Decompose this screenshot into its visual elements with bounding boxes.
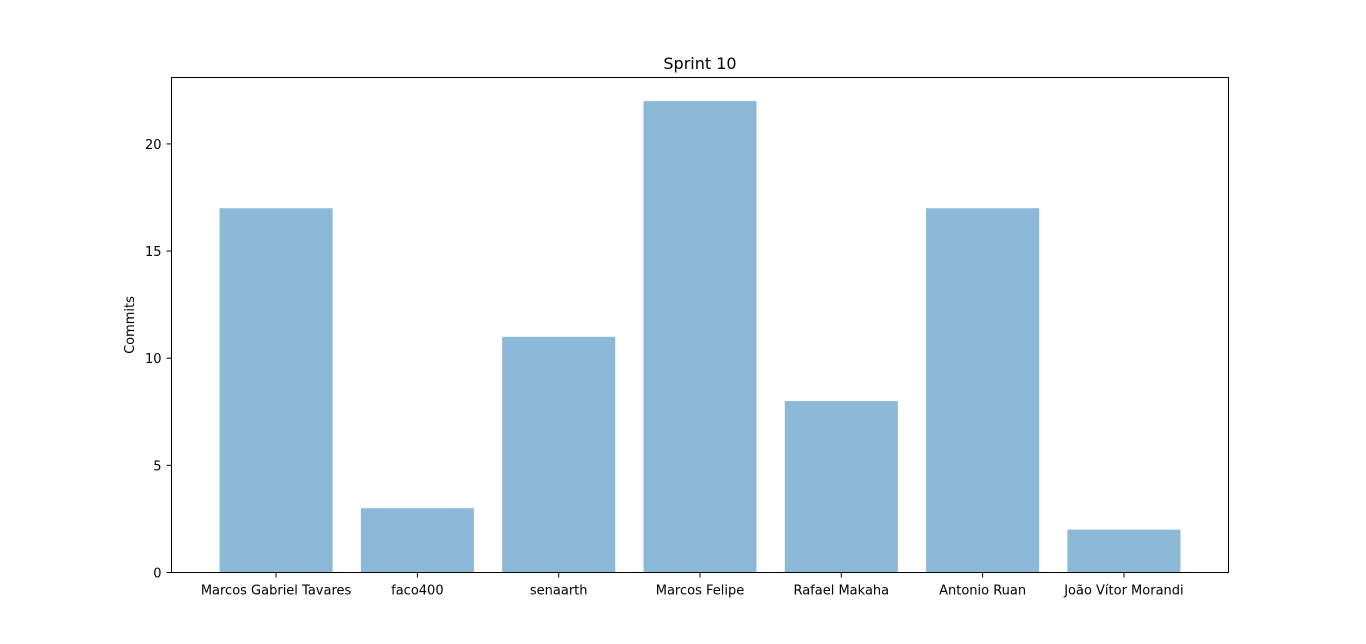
x-tick-label: Rafael Makaha	[793, 584, 889, 599]
y-axis: 0 5 10 15 20	[145, 138, 172, 582]
y-axis-label: Commits	[123, 296, 138, 354]
x-tick-label: Antonio Ruan	[939, 584, 1026, 599]
x-tick-label: faco400	[391, 584, 443, 599]
y-tick-label: 10	[145, 352, 162, 367]
y-tick-label: 5	[153, 459, 161, 474]
bar-3	[643, 101, 757, 573]
bar-5	[926, 208, 1040, 573]
y-tick-label: 15	[145, 245, 162, 260]
bar-4	[784, 401, 898, 573]
bars-group	[219, 101, 1181, 573]
x-tick-label: Marcos Gabriel Tavares	[201, 584, 352, 599]
y-tick-label: 20	[145, 138, 162, 153]
x-tick-label: João Vítor Morandi	[1063, 584, 1183, 599]
bar-2	[502, 336, 616, 573]
bar-6	[1067, 529, 1181, 573]
chart-title: Sprint 10	[663, 54, 736, 73]
y-tick-label: 0	[153, 567, 161, 582]
bar-1	[360, 508, 474, 573]
x-tick-label: Marcos Felipe	[656, 584, 745, 599]
plot-frame	[171, 77, 1229, 573]
x-axis: Marcos Gabriel Tavares faco400 senaarth Mar…	[201, 572, 1184, 599]
x-tick-label: senaarth	[530, 584, 588, 599]
bar-0	[219, 208, 333, 573]
